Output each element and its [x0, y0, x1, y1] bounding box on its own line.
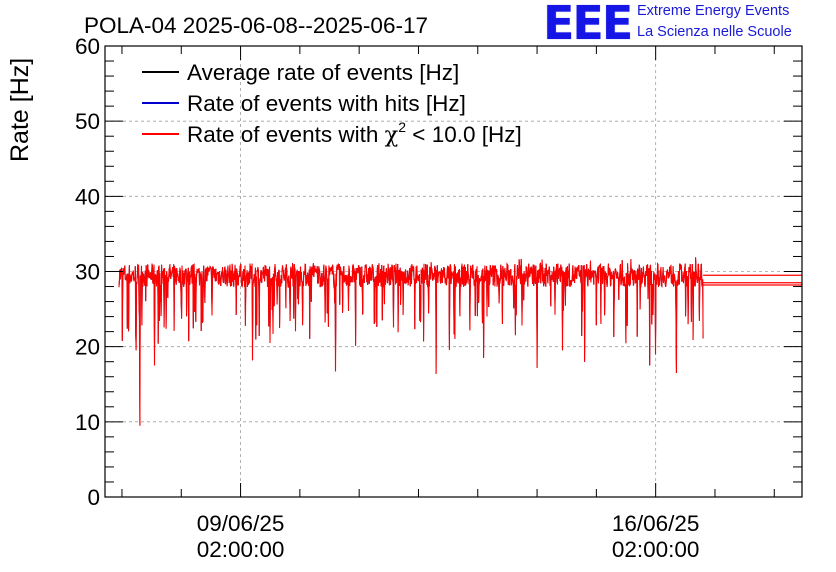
legend-chi2-post: < 10.0 [Hz] [406, 122, 522, 147]
axis-ticks [105, 45, 802, 498]
legend-label-average: Average rate of events [Hz] [187, 60, 459, 85]
data-series [118, 257, 802, 426]
chart-title: POLA-04 2025-06-08--2025-06-17 [84, 13, 428, 38]
legend: Average rate of events [Hz] Rate of even… [142, 60, 522, 148]
y-tick-label-60: 60 [75, 34, 100, 59]
x-tick-date-1: 16/06/25 [612, 511, 700, 536]
legend-chi2-chi: χ [385, 122, 399, 148]
y-tick-label-20: 20 [75, 335, 100, 360]
y-tick-label-30: 30 [75, 260, 100, 285]
grid-lines [105, 46, 802, 497]
series-chi2-line [118, 257, 704, 426]
legend-chi2-sup: 2 [398, 119, 406, 135]
legend-label-chi2: Rate of events with χ2 < 10.0 [Hz] [187, 119, 522, 148]
y-tick-label-0: 0 [87, 485, 100, 510]
legend-label-hits: Rate of events with hits [Hz] [187, 91, 466, 116]
logo-line-2: La Scienza nelle Scuole [637, 24, 792, 40]
y-tick-labels: 0 10 20 30 40 50 60 [75, 34, 100, 510]
logo-line-1: Extreme Energy Events [637, 3, 790, 19]
x-tick-time-0: 02:00:00 [197, 537, 285, 562]
legend-chi2-pre: Rate of events with [187, 122, 385, 147]
y-axis-label: Rate [Hz] [6, 58, 34, 162]
y-tick-label-10: 10 [75, 410, 100, 435]
y-tick-label-40: 40 [75, 184, 100, 209]
x-tick-date-0: 09/06/25 [197, 511, 285, 536]
x-tick-time-1: 02:00:00 [612, 537, 700, 562]
y-tick-label-50: 50 [75, 109, 100, 134]
eee-logo-mark: EEE [543, 0, 633, 50]
